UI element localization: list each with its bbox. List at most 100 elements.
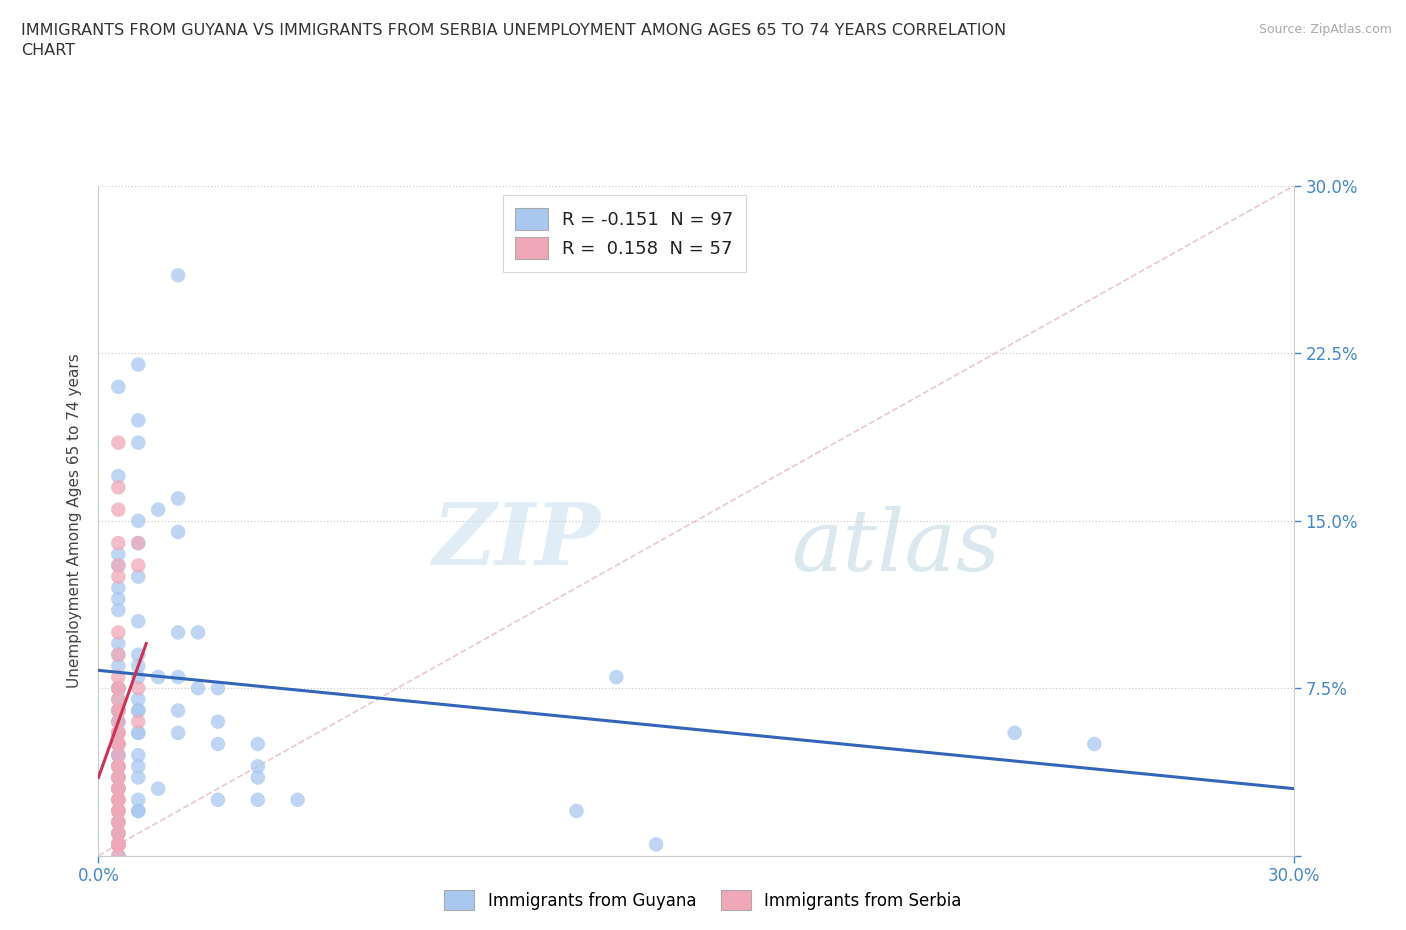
Point xyxy=(167,670,190,684)
Point xyxy=(127,513,149,528)
Point xyxy=(107,636,129,651)
Point xyxy=(107,837,129,852)
Point xyxy=(127,804,149,818)
Point xyxy=(127,435,149,450)
Point xyxy=(107,848,129,863)
Point xyxy=(107,815,129,830)
Text: IMMIGRANTS FROM GUYANA VS IMMIGRANTS FROM SERBIA UNEMPLOYMENT AMONG AGES 65 TO 7: IMMIGRANTS FROM GUYANA VS IMMIGRANTS FRO… xyxy=(21,23,1007,58)
Point xyxy=(127,804,149,818)
Point xyxy=(107,725,129,740)
Point xyxy=(107,804,129,818)
Text: ZIP: ZIP xyxy=(433,499,600,582)
Point xyxy=(107,759,129,774)
Point xyxy=(107,759,129,774)
Point xyxy=(107,837,129,852)
Text: Source: ZipAtlas.com: Source: ZipAtlas.com xyxy=(1258,23,1392,36)
Point xyxy=(107,848,129,863)
Point xyxy=(207,737,229,751)
Point xyxy=(107,837,129,852)
Point xyxy=(107,692,129,707)
Point xyxy=(107,603,129,618)
Point xyxy=(127,647,149,662)
Text: atlas: atlas xyxy=(792,506,1001,589)
Point xyxy=(107,837,129,852)
Point xyxy=(246,792,269,807)
Point xyxy=(107,837,129,852)
Point xyxy=(246,770,269,785)
Point xyxy=(107,725,129,740)
Point xyxy=(107,703,129,718)
Point xyxy=(107,681,129,696)
Point xyxy=(107,759,129,774)
Point xyxy=(107,681,129,696)
Point xyxy=(127,536,149,551)
Point xyxy=(127,681,149,696)
Point xyxy=(107,804,129,818)
Point xyxy=(107,804,129,818)
Point xyxy=(107,658,129,673)
Point xyxy=(127,703,149,718)
Point xyxy=(167,491,190,506)
Point xyxy=(127,714,149,729)
Point xyxy=(107,480,129,495)
Point xyxy=(107,692,129,707)
Point xyxy=(107,826,129,841)
Point xyxy=(107,770,129,785)
Legend: R = -0.151  N = 97, R =  0.158  N = 57: R = -0.151 N = 97, R = 0.158 N = 57 xyxy=(502,195,747,272)
Point xyxy=(107,826,129,841)
Point xyxy=(107,737,129,751)
Point xyxy=(107,770,129,785)
Point xyxy=(107,647,129,662)
Point xyxy=(107,781,129,796)
Point xyxy=(107,815,129,830)
Point xyxy=(187,625,209,640)
Point xyxy=(565,804,588,818)
Point xyxy=(107,725,129,740)
Point xyxy=(107,748,129,763)
Point xyxy=(107,558,129,573)
Point xyxy=(107,837,129,852)
Point xyxy=(107,737,129,751)
Point xyxy=(127,558,149,573)
Point xyxy=(127,759,149,774)
Point xyxy=(107,580,129,595)
Point xyxy=(107,737,129,751)
Point xyxy=(127,725,149,740)
Point xyxy=(107,837,129,852)
Point xyxy=(127,770,149,785)
Point xyxy=(148,670,170,684)
Point xyxy=(107,703,129,718)
Point xyxy=(107,547,129,562)
Point xyxy=(107,558,129,573)
Point xyxy=(127,569,149,584)
Point xyxy=(127,357,149,372)
Point xyxy=(127,748,149,763)
Point xyxy=(107,725,129,740)
Point xyxy=(107,792,129,807)
Legend: Immigrants from Guyana, Immigrants from Serbia: Immigrants from Guyana, Immigrants from … xyxy=(437,884,969,917)
Point xyxy=(107,781,129,796)
Point xyxy=(605,670,627,684)
Point xyxy=(107,670,129,684)
Point xyxy=(107,815,129,830)
Point xyxy=(246,759,269,774)
Point xyxy=(107,681,129,696)
Point xyxy=(1004,725,1026,740)
Point xyxy=(107,502,129,517)
Point xyxy=(107,781,129,796)
Point xyxy=(107,536,129,551)
Point xyxy=(107,748,129,763)
Point xyxy=(107,379,129,394)
Point xyxy=(246,737,269,751)
Point xyxy=(167,725,190,740)
Point xyxy=(107,647,129,662)
Point xyxy=(107,837,129,852)
Point xyxy=(107,781,129,796)
Point xyxy=(107,792,129,807)
Point xyxy=(107,837,129,852)
Point xyxy=(287,792,309,807)
Point xyxy=(645,837,668,852)
Point xyxy=(207,681,229,696)
Point xyxy=(127,614,149,629)
Point xyxy=(148,502,170,517)
